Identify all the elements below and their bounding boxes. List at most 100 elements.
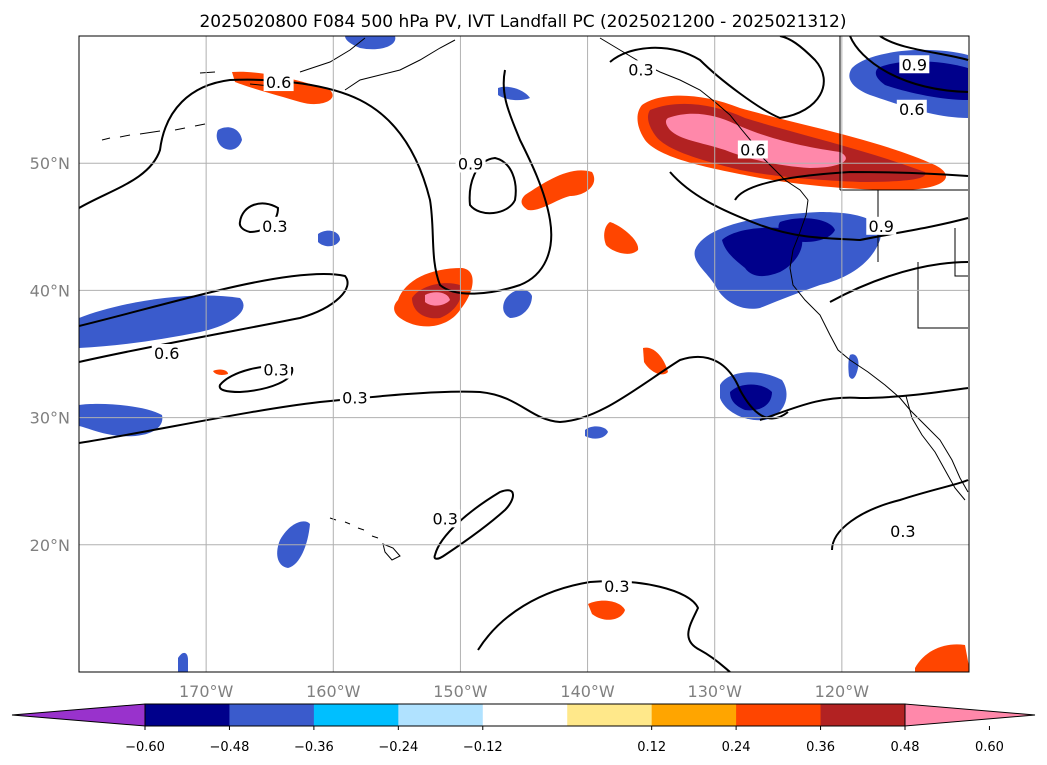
coastline-aleutians xyxy=(101,123,206,141)
contour-line xyxy=(477,580,731,672)
contour-line xyxy=(79,272,349,363)
contour-label: 0.6 xyxy=(899,100,924,119)
pv-positive-region xyxy=(915,644,969,672)
contour-label-bg xyxy=(887,522,918,541)
pv-negative-region xyxy=(216,127,242,150)
lat-tick-label: 30°N xyxy=(30,409,70,428)
pv-negative-region xyxy=(318,230,340,247)
contour-label: 0.9 xyxy=(458,154,483,173)
pv-negative-region xyxy=(178,652,188,672)
contour-label: 0.9 xyxy=(902,55,927,74)
colorbar-segment xyxy=(820,704,906,726)
colorbar-frame xyxy=(144,703,906,727)
pc-contours xyxy=(79,36,969,672)
pv-positive-region xyxy=(425,292,450,306)
colorbar: −0.60 −0.48 −0.36 −0.24 −0.12 0.12 0.24 0.36 0.4… xyxy=(11,703,1036,755)
pv-negative-region xyxy=(79,295,244,348)
colorbar-tick-label: −0.60 xyxy=(125,740,165,755)
lat-tick-label: 20°N xyxy=(30,536,70,555)
colorbar-segment xyxy=(651,704,737,726)
colorbar-segment xyxy=(229,704,315,726)
contour-label-bg xyxy=(625,60,656,79)
contour-label: 0.3 xyxy=(432,509,457,528)
lat-tick-label: 50°N xyxy=(30,154,70,173)
contour-line xyxy=(79,69,553,295)
contour-label: 0.3 xyxy=(262,217,287,236)
contour-label: 0.3 xyxy=(604,577,629,596)
contour-label-bg xyxy=(259,216,290,235)
map-background xyxy=(79,36,969,672)
contour-label-bg xyxy=(151,344,182,362)
contour-label-bg xyxy=(896,99,927,118)
colorbar-segment xyxy=(145,704,230,726)
contour-line xyxy=(433,489,514,560)
contour-label-bg xyxy=(737,140,768,159)
lon-tick-label: 120°W xyxy=(815,682,870,701)
contour-line xyxy=(849,36,969,93)
contour-line xyxy=(734,170,969,201)
contour-label-bg xyxy=(866,216,897,235)
colorbar-extend-high xyxy=(904,703,1036,727)
contour-label-bg xyxy=(899,55,930,74)
colorbar-tick-label: 0.36 xyxy=(806,740,835,755)
colorbar-tick-label: −0.48 xyxy=(210,740,250,755)
lon-tick-label: 160°W xyxy=(306,682,361,701)
colorbar-tick-label: 0.48 xyxy=(891,740,920,755)
contour-label: 0.3 xyxy=(890,522,915,541)
colorbar-extend-low xyxy=(11,703,146,727)
colorbar-tick-label: −0.24 xyxy=(378,740,418,755)
contour-line xyxy=(759,387,969,421)
pv-positive-region xyxy=(588,600,625,620)
contour-label: 0.9 xyxy=(869,217,894,236)
colorbar-tick-label: 0.60 xyxy=(975,740,1004,755)
contour-line xyxy=(468,156,517,215)
colorbar-segment xyxy=(567,704,653,726)
pv-shading xyxy=(79,36,969,672)
pv-negative-region xyxy=(778,218,835,242)
contour-label-bg xyxy=(601,576,632,595)
contour-labels: 0.6 0.9 0.3 0.6 0.3 0.3 0.3 0.3 0.3 0.9 0.9 0.6 0.6 0… xyxy=(151,55,930,596)
map-panel: 0.6 0.9 0.3 0.6 0.3 0.3 0.3 0.3 0.3 0.9 0.9 0.6 0.6 0… xyxy=(78,35,970,673)
contour-label-bg xyxy=(455,154,486,173)
pv-negative-region xyxy=(498,86,530,101)
pv-negative-region xyxy=(722,227,803,277)
lon-tick-label: 150°W xyxy=(433,682,488,701)
pv-positive-region xyxy=(643,347,668,375)
contour-label-bg xyxy=(261,360,292,379)
longitude-labels: 170°W 160°W 150°W 140°W 130°W 120°W xyxy=(179,682,869,701)
contour-line xyxy=(831,479,969,551)
colorbar-segment xyxy=(482,704,568,726)
contour-label: 0.6 xyxy=(266,73,291,92)
colorbar-tick-label: 0.24 xyxy=(722,740,751,755)
contour-label: 0.6 xyxy=(154,344,179,363)
coastline-alaska xyxy=(199,37,456,91)
pv-negative-region xyxy=(79,403,163,437)
colorbar-tick-label: −0.12 xyxy=(463,740,503,755)
colorbar-tick-label: 0.12 xyxy=(637,740,666,755)
contour-label-bg xyxy=(430,509,461,528)
contour-line xyxy=(879,36,969,61)
map-frame xyxy=(78,35,970,673)
pv-positive-region xyxy=(521,170,595,211)
contour-label: 0.6 xyxy=(740,140,765,159)
contour-label: 0.3 xyxy=(263,361,288,380)
contour-label-bg xyxy=(263,73,294,92)
colorbar-segment xyxy=(398,704,484,726)
pv-negative-region xyxy=(585,426,608,439)
pv-positive-region xyxy=(213,369,228,375)
colorbar-segment xyxy=(313,704,399,726)
contour-line xyxy=(609,36,825,120)
contour-line xyxy=(79,355,789,444)
pv-negative-region xyxy=(345,36,396,50)
lat-tick-label: 40°N xyxy=(30,281,70,300)
lon-tick-label: 130°W xyxy=(688,682,743,701)
figure-title: 2025020800 F084 500 hPa PV, IVT Landfall… xyxy=(199,12,846,32)
contour-line xyxy=(829,261,969,303)
contour-label: 0.3 xyxy=(628,60,653,79)
contour-label-bg xyxy=(339,388,370,407)
colorbar-tick-label: −0.36 xyxy=(294,740,334,755)
pv-negative-region xyxy=(503,289,532,318)
contour-label: 0.3 xyxy=(342,389,367,408)
latitude-labels: 20°N 30°N 40°N 50°N xyxy=(30,154,70,555)
